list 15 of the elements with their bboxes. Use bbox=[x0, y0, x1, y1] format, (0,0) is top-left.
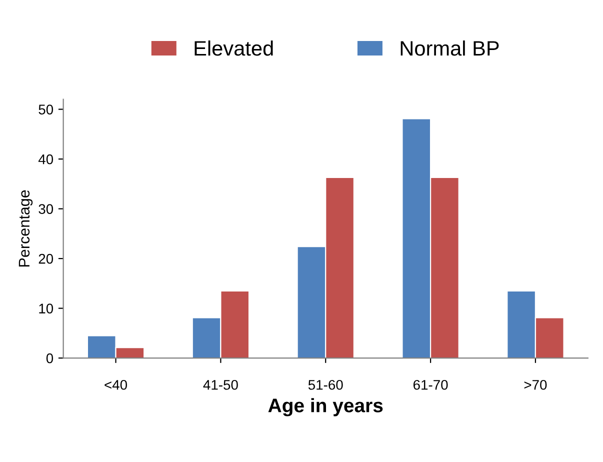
y-tick-label: 30 bbox=[38, 204, 54, 214]
x-tick-label: >70 bbox=[524, 380, 547, 390]
x-tick-label: 51-60 bbox=[308, 380, 343, 390]
y-tick-label: 20 bbox=[38, 254, 54, 264]
x-tick-label: 61-70 bbox=[413, 380, 448, 390]
legend-label: Normal BP bbox=[400, 40, 499, 56]
x-tick-label: 41-50 bbox=[203, 380, 238, 390]
y-axis-title: Percentage bbox=[18, 190, 33, 267]
y-tick-label: 0 bbox=[46, 353, 54, 364]
y-tick-label: 50 bbox=[38, 104, 54, 114]
x-tick-label: <40 bbox=[104, 380, 128, 390]
y-tick-label: 40 bbox=[38, 154, 54, 164]
y-tick-label: 10 bbox=[39, 304, 54, 314]
legend-label: Elevated bbox=[194, 40, 273, 56]
x-axis-title: Age in years bbox=[268, 398, 383, 416]
